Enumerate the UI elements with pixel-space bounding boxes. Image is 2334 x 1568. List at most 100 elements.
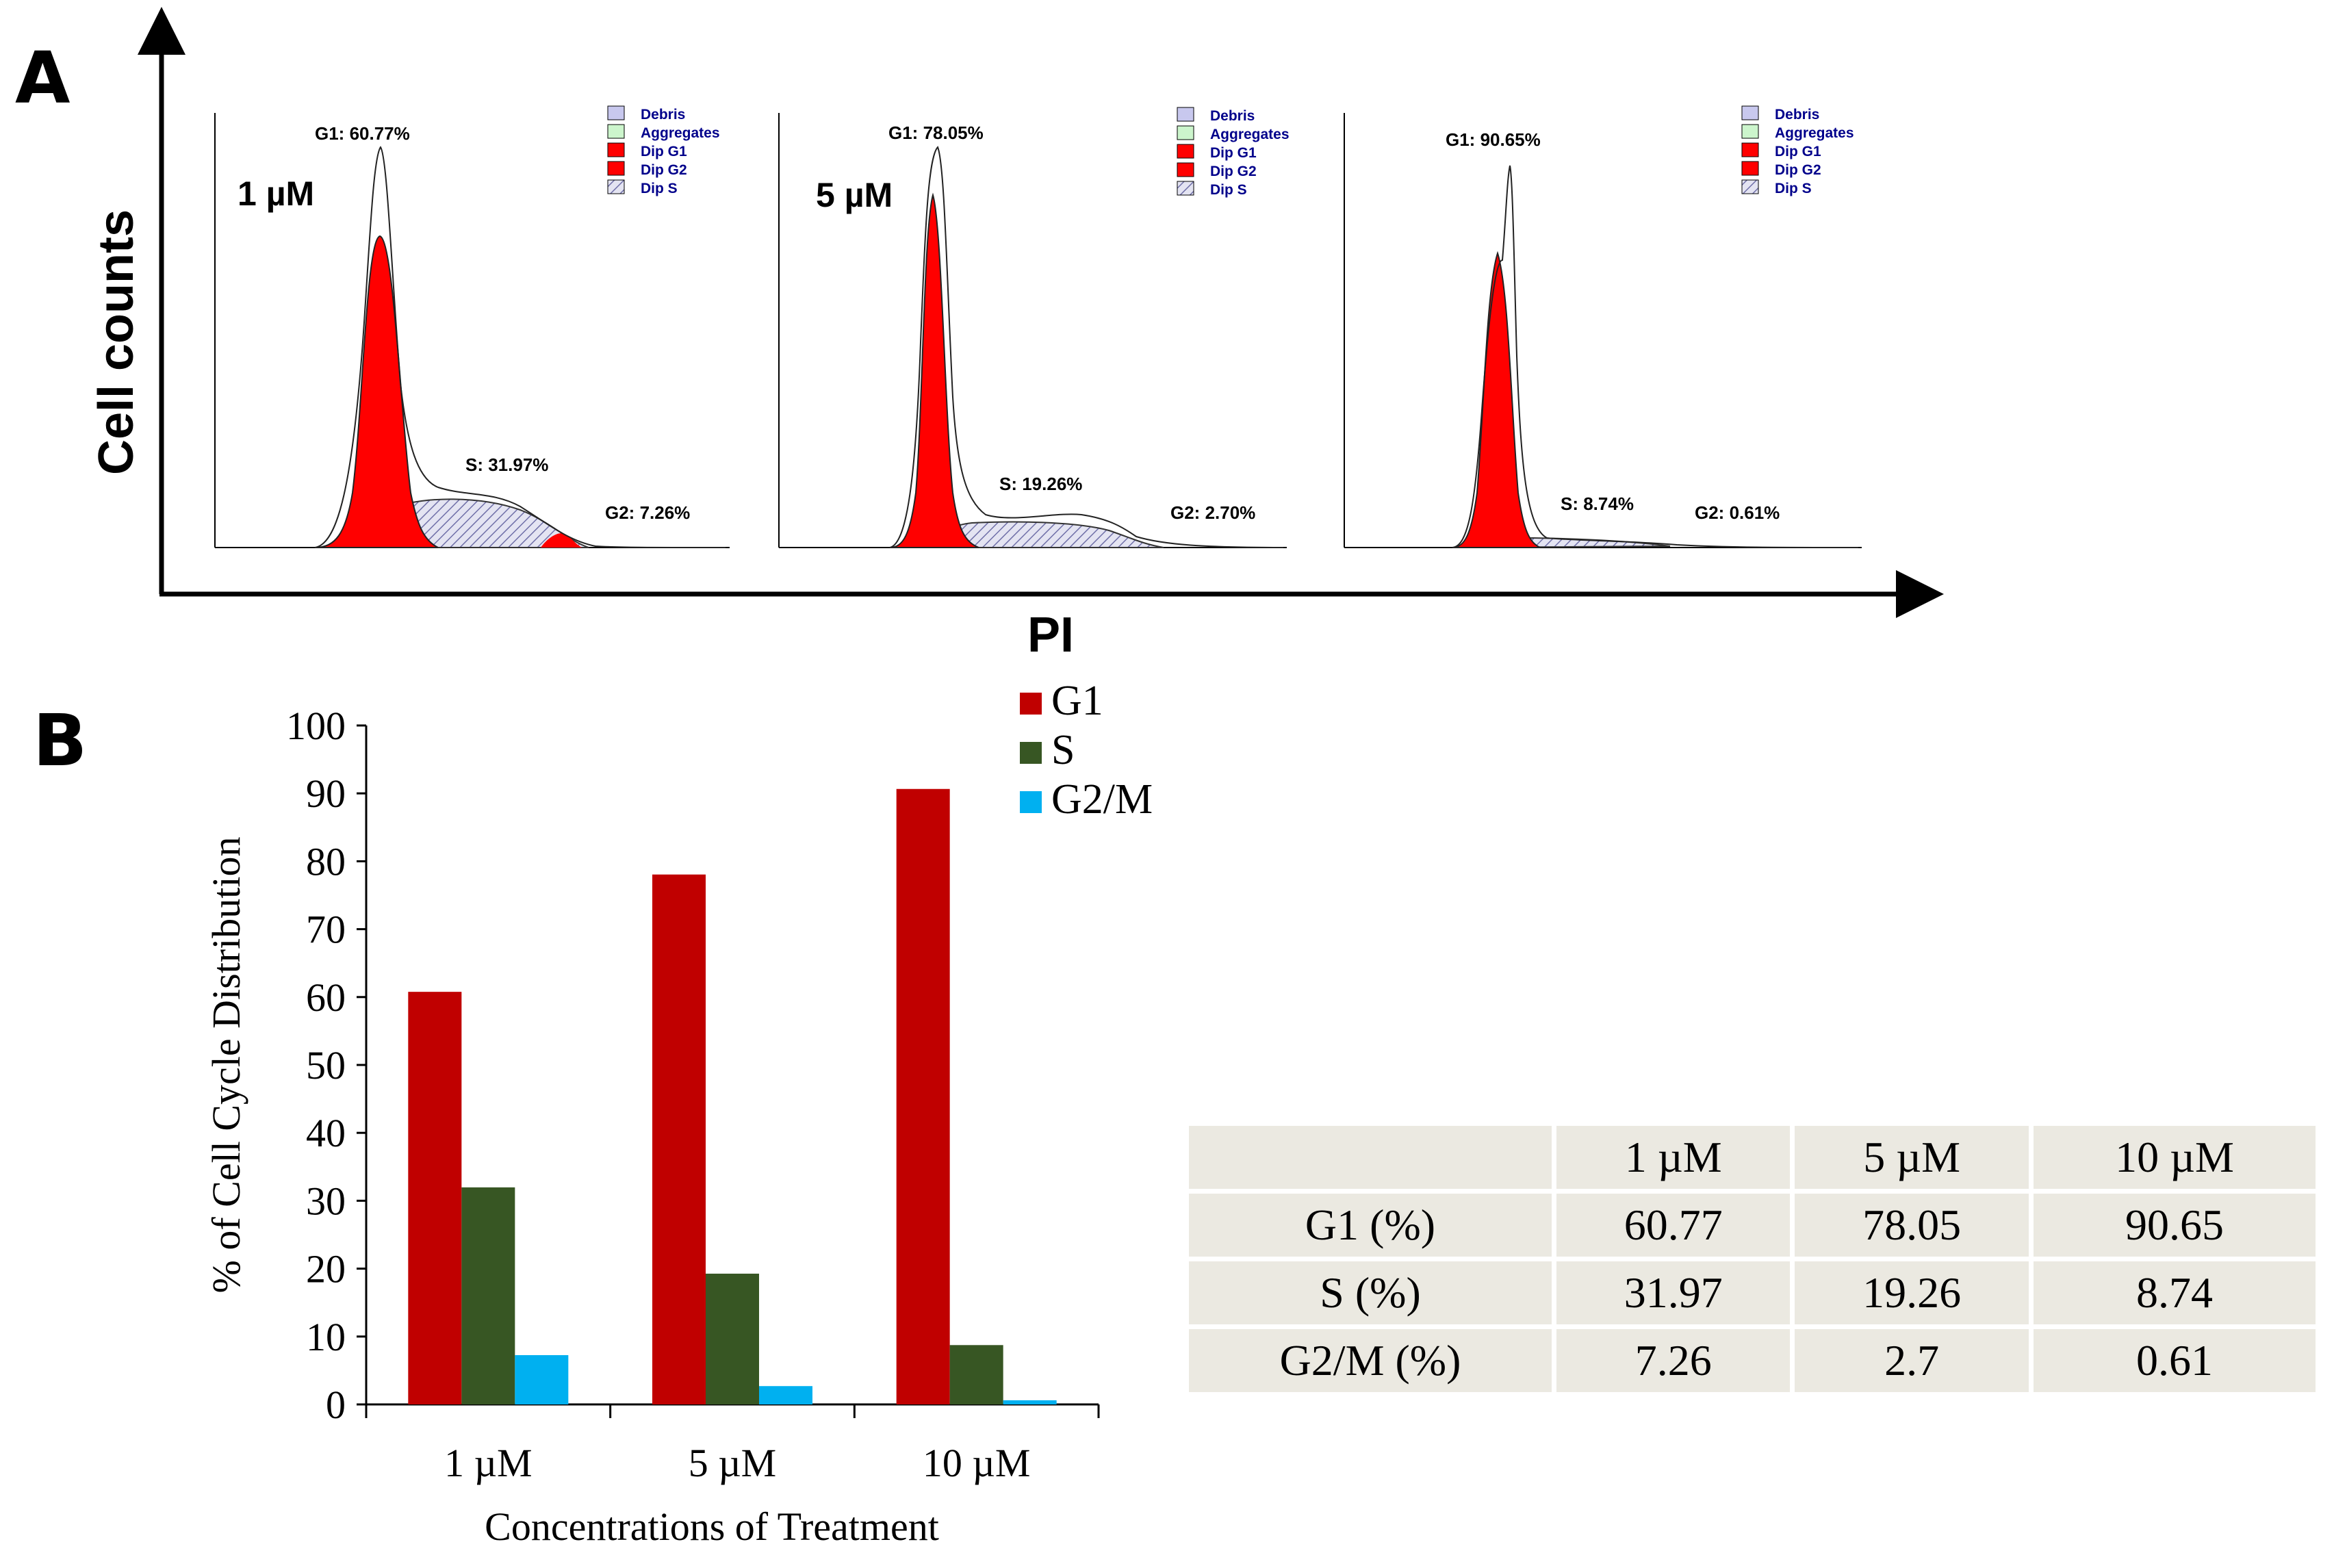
legend-dip-g2-label: Dip G2 (1775, 162, 1821, 178)
bar-s-2 (949, 1345, 1003, 1404)
legend-debris-label: Debris (641, 107, 685, 123)
legend-swatch-dip-g2 (1741, 161, 1759, 176)
legend-dip-g2-label: Dip G2 (641, 162, 687, 178)
legend-swatch-dip-s (1741, 179, 1759, 194)
pi-label: PI (1027, 608, 1074, 663)
legend-swatch-s (1020, 742, 1042, 764)
chart-x-axis-title: Concentrations of Treatment (485, 1504, 939, 1549)
chart-y-axis-title: % of Cell Cycle Distribution (204, 837, 248, 1294)
legend-swatch-dip-s (1177, 181, 1194, 196)
histogram-2-g2-annotation: G2: 2.70% (1170, 502, 1255, 523)
histogram-2-legend: Debris Aggregates Dip G1 Dip G2 Dip S (1177, 107, 1290, 198)
legend-label-s: S (1051, 727, 1075, 773)
legend-dip-s-label: Dip S (1210, 182, 1247, 198)
bar-chart: 0 10 20 30 40 50 60 70 80 90 100 1 µM 5 µM 10 µM G1S… (204, 678, 1153, 1549)
legend-dip-g1-label: Dip G1 (1775, 144, 1821, 159)
legend-swatch-aggregates (1741, 124, 1759, 139)
table-cell: 19.26 (1795, 1261, 2029, 1324)
legend-dip-g1-label: Dip G1 (1210, 145, 1257, 161)
panel-a-letter: A (15, 36, 70, 120)
histogram-2-concentration: 5 µM (816, 176, 893, 214)
x-tick-label: 1 µM (444, 1441, 533, 1485)
bar-g2m-2 (1003, 1400, 1057, 1404)
table-row-label: S (%) (1189, 1261, 1552, 1324)
table-cell: 2.7 (1795, 1329, 2029, 1392)
panel-b-letter: B (33, 699, 87, 782)
legend-debris-label: Debris (1210, 108, 1255, 124)
histogram-1-legend: Debris Aggregates Dip G1 Dip G2 Dip S (607, 105, 720, 196)
bar-g2m-1 (759, 1386, 812, 1404)
legend-dip-s-label: Dip S (1775, 181, 1812, 196)
histogram-3-g2-annotation: G2: 0.61% (1695, 502, 1780, 523)
histogram-2-g1-peak (889, 192, 979, 548)
legend-swatch-debris (607, 105, 625, 120)
histogram-3-outline (1452, 165, 1859, 548)
table-header-cell (1189, 1126, 1552, 1189)
histogram-10uM: G1: 90.65% S: 8.74% G2: 0.61% Debris Agg… (1344, 105, 1862, 548)
legend-aggregates-label: Aggregates (641, 125, 720, 141)
histogram-1-outline (314, 146, 726, 548)
table-cell: 31.97 (1556, 1261, 1791, 1324)
x-axis-ticks: 1 µM 5 µM 10 µM (365, 1404, 1100, 1485)
histogram-3-legend: Debris Aggregates Dip G1 Dip G2 Dip S (1741, 105, 1854, 196)
y-tick-label: 50 (306, 1043, 346, 1088)
table-row-label: G1 (%) (1189, 1194, 1552, 1257)
legend-swatch-dip-g2 (607, 161, 625, 176)
legend-swatch-dip-g1 (1741, 142, 1759, 157)
legend-swatch-aggregates (1177, 125, 1194, 140)
legend-swatch-debris (1741, 105, 1759, 120)
histogram-1-g1-annotation: G1: 60.77% (315, 123, 410, 144)
table-row: G2/M (%) 7.26 2.7 0.61 (1189, 1329, 2316, 1392)
histogram-3-s-annotation: S: 8.74% (1561, 493, 1634, 514)
legend-aggregates-label: Aggregates (1775, 125, 1854, 141)
histogram-3-g1-peak (1452, 250, 1541, 548)
y-tick-label: 90 (306, 771, 346, 816)
bar-g2m-0 (515, 1354, 569, 1404)
histogram-2-s-annotation: S: 19.26% (999, 474, 1082, 494)
histogram-3-g1-annotation: G1: 90.65% (1446, 129, 1541, 150)
bar-s-0 (461, 1187, 515, 1404)
legend-dip-g2-label: Dip G2 (1210, 164, 1257, 179)
legend-swatch-aggregates (607, 124, 625, 139)
histogram-1-g2-annotation: G2: 7.26% (605, 502, 690, 523)
legend-swatch-dip-g1 (1177, 144, 1194, 159)
table-header-cell: 5 µM (1795, 1126, 2029, 1189)
legend-label-g2m: G2/M (1051, 776, 1153, 823)
y-tick-label: 60 (306, 975, 346, 1020)
legend-dip-s-label: Dip S (641, 181, 678, 196)
bar-s-1 (706, 1273, 759, 1404)
y-tick-label: 80 (306, 839, 346, 884)
table-header-row: 1 µM 5 µM 10 µM (1189, 1126, 2316, 1189)
table-cell: 78.05 (1795, 1194, 2029, 1257)
table-row: S (%) 31.97 19.26 8.74 (1189, 1261, 2316, 1324)
y-tick-label: 70 (306, 908, 346, 952)
legend-swatch-debris (1177, 107, 1194, 122)
legend-swatch-dip-g1 (607, 142, 625, 157)
table-row-label: G2/M (%) (1189, 1329, 1552, 1392)
y-tick-label: 100 (286, 704, 346, 748)
histogram-1-s-annotation: S: 31.97% (465, 454, 548, 475)
table-row: G1 (%) 60.77 78.05 90.65 (1189, 1194, 2316, 1257)
legend-swatch-g2m (1020, 791, 1042, 813)
legend-debris-label: Debris (1775, 107, 1819, 123)
legend-swatch-g1 (1020, 693, 1042, 715)
table-cell: 60.77 (1556, 1194, 1791, 1257)
table-cell: 7.26 (1556, 1329, 1791, 1392)
table-cell: 90.65 (2033, 1194, 2316, 1257)
y-tick-label: 40 (306, 1111, 346, 1155)
cell-counts-label: Cell counts (89, 209, 144, 475)
y-tick-label: 10 (306, 1315, 346, 1359)
x-tick-label: 10 µM (923, 1441, 1031, 1485)
cell-cycle-table-container: 1 µM 5 µM 10 µM G1 (%) 60.77 78.05 90.65… (1184, 1121, 2320, 1409)
histogram-5uM: 5 µM G1: 78.05% S: 19.26% G2: 2.70% Debr… (778, 107, 1290, 548)
table-header-cell: 10 µM (2033, 1126, 2316, 1189)
legend-aggregates-label: Aggregates (1210, 127, 1290, 142)
bar-g1-1 (652, 874, 706, 1404)
bar-series (408, 788, 1057, 1404)
bar-g1-0 (408, 992, 462, 1404)
cell-cycle-table: 1 µM 5 µM 10 µM G1 (%) 60.77 78.05 90.65… (1184, 1121, 2320, 1397)
x-tick-label: 5 µM (689, 1441, 777, 1485)
table-cell: 0.61 (2033, 1329, 2316, 1392)
table-cell: 8.74 (2033, 1261, 2316, 1324)
